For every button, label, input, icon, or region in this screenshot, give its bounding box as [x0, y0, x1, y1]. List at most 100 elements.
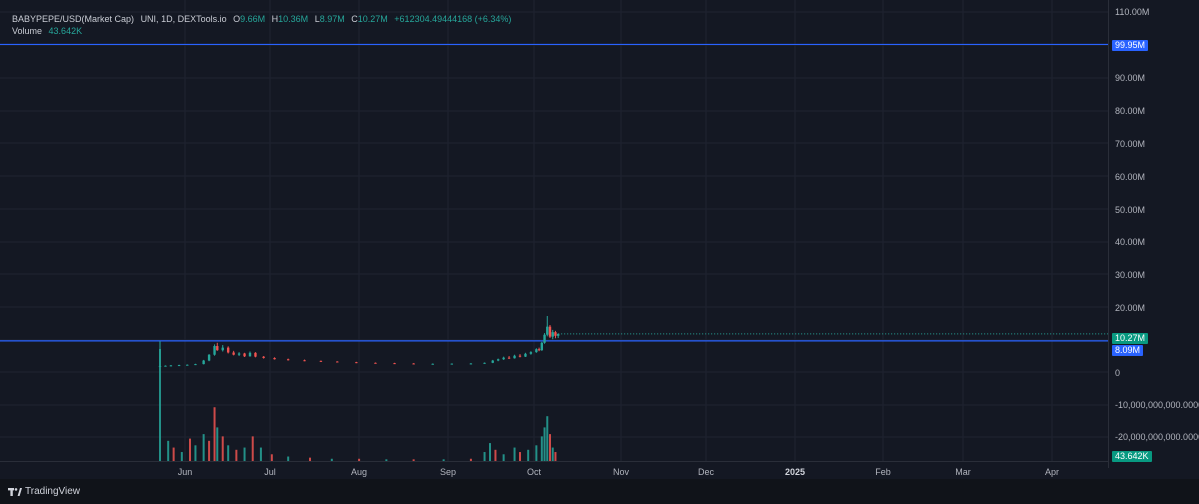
volume-bar	[208, 440, 211, 461]
tradingview-brand[interactable]: TradingView	[8, 486, 80, 497]
volume-bar	[535, 445, 538, 461]
price-tick: 50.00M	[1115, 205, 1146, 215]
candle-body	[543, 334, 546, 343]
volume-bar	[502, 454, 505, 461]
volume-bar	[330, 458, 333, 461]
candle-body	[540, 342, 544, 351]
price-tick: 90.00M	[1115, 73, 1146, 83]
candle-body	[177, 365, 181, 367]
candle-body	[186, 364, 189, 366]
volume-bar	[159, 349, 161, 461]
volume-bar	[221, 436, 224, 461]
candle-body	[374, 362, 377, 364]
candle-body	[431, 363, 434, 365]
price-tick: 60.00M	[1115, 172, 1146, 182]
price-tick: -20,000,000,000.0000	[1115, 432, 1199, 442]
candle-body	[194, 364, 197, 366]
volume-bar	[309, 457, 311, 461]
candle-body	[502, 357, 505, 360]
candle-body	[551, 332, 554, 337]
price-tick: 30.00M	[1115, 270, 1146, 280]
candle-body	[546, 326, 549, 335]
time-tick: Feb	[875, 467, 891, 477]
time-tick: Apr	[1044, 467, 1060, 477]
volume-bar	[235, 449, 238, 461]
brand-name: TradingView	[25, 486, 81, 497]
candle-body	[207, 354, 211, 361]
volume-bar	[385, 459, 388, 461]
volume-bar	[494, 449, 497, 461]
candle-body	[243, 353, 246, 357]
volume-bar	[194, 445, 197, 461]
candle-body	[393, 363, 396, 365]
time-tick: Aug	[350, 467, 368, 477]
price-axis[interactable]: 110.00M 90.00M 80.00M 70.00M 60.00M 50.0…	[1108, 0, 1199, 468]
candle-body	[286, 359, 290, 361]
time-tick: Nov	[612, 467, 630, 477]
candle-body	[336, 361, 339, 363]
price-tick: -10,000,000,000.0000	[1115, 400, 1199, 410]
volume-bar	[216, 427, 219, 461]
volume-bar	[483, 452, 486, 461]
candle-body	[537, 349, 541, 351]
volume-bar	[527, 449, 530, 461]
price-tick: 0	[1115, 368, 1121, 378]
candle-body	[254, 352, 257, 357]
candle-body	[524, 353, 527, 357]
time-axis[interactable]: Jun Jul Aug Sep Oct Nov Dec 2025 Feb Mar…	[0, 461, 1108, 480]
volume-bar	[172, 447, 175, 461]
volume-bar	[519, 452, 521, 461]
candle-body	[303, 360, 306, 362]
volume-bar	[167, 440, 170, 461]
candle-body	[507, 357, 511, 359]
volume-bar	[180, 452, 183, 461]
volume-bar	[412, 459, 415, 461]
time-tick: Sep	[439, 467, 457, 477]
resistance-line-price-tag[interactable]: 99.95M	[1112, 40, 1149, 51]
price-tick: 20.00M	[1115, 303, 1146, 313]
price-tick: 80.00M	[1115, 106, 1146, 116]
volume-bar	[513, 447, 516, 461]
candle-body	[483, 362, 486, 364]
volume-bar	[546, 416, 549, 461]
time-tick: Mar	[955, 467, 971, 477]
candle-body	[491, 360, 494, 363]
candle-body	[226, 347, 230, 353]
candle-body	[202, 360, 205, 365]
volume-bar	[202, 434, 205, 461]
volume-bar	[549, 434, 551, 461]
volume-bar	[213, 407, 216, 461]
price-tick: 40.00M	[1115, 237, 1146, 247]
support-line-price-tag[interactable]: 8.09M	[1112, 345, 1144, 356]
price-tick: 110.00M	[1115, 7, 1150, 17]
candle-body	[158, 366, 162, 368]
candle-body	[221, 347, 224, 351]
volume-bar	[251, 436, 254, 461]
volume-bar	[227, 445, 230, 461]
candle-body	[556, 333, 560, 336]
volume-bar	[259, 447, 262, 461]
candle-body	[518, 355, 522, 357]
time-tick: Jul	[264, 467, 276, 477]
candle-body	[319, 360, 323, 362]
candle-body	[355, 362, 358, 364]
volume-bar	[540, 436, 543, 461]
candle-body	[169, 365, 173, 367]
last-price-tag: 10.27M	[1112, 333, 1149, 344]
volume-bar	[489, 443, 491, 461]
price-chart-canvas[interactable]	[0, 0, 1108, 461]
tradingview-logo-icon	[8, 487, 22, 496]
candle-body	[450, 363, 454, 365]
candle-body	[535, 349, 538, 353]
price-tick: 70.00M	[1115, 139, 1146, 149]
candle-body	[529, 352, 533, 354]
candle-body	[412, 363, 415, 365]
candle-body	[216, 346, 219, 351]
volume-tag: 43.642K	[1112, 451, 1152, 462]
volume-bar	[243, 447, 246, 461]
volume-bar	[189, 438, 191, 461]
candle-body	[237, 353, 241, 355]
volume-bar	[554, 452, 557, 461]
time-tick: Dec	[697, 467, 715, 477]
